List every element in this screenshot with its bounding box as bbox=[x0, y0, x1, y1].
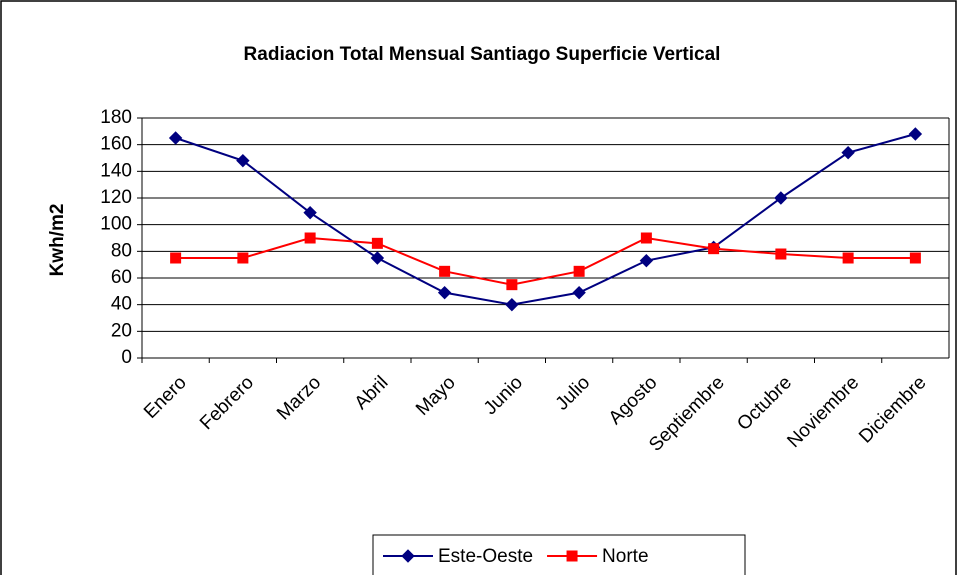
y-tick-label: 120 bbox=[100, 187, 132, 208]
y-tick-label: 40 bbox=[111, 294, 132, 315]
y-tick-label: 60 bbox=[111, 267, 132, 288]
data-point bbox=[908, 127, 923, 141]
data-point bbox=[909, 252, 921, 264]
y-tick-label: 0 bbox=[121, 347, 132, 368]
legend-label: Este-Oeste bbox=[438, 546, 533, 567]
y-tick-label: 140 bbox=[100, 160, 132, 181]
legend: Este-Oeste Norte bbox=[372, 534, 746, 575]
y-tick-label: 80 bbox=[111, 240, 132, 261]
data-point bbox=[437, 285, 452, 300]
y-tick-label: 180 bbox=[100, 107, 132, 128]
data-point bbox=[505, 297, 519, 312]
data-point bbox=[304, 232, 316, 244]
data-point bbox=[168, 131, 183, 145]
data-point bbox=[572, 285, 586, 300]
data-point bbox=[842, 252, 854, 264]
series-line bbox=[175, 236, 916, 286]
data-point bbox=[371, 237, 383, 249]
data-point bbox=[775, 248, 787, 260]
data-point bbox=[237, 252, 249, 264]
data-point bbox=[640, 232, 652, 244]
legend-marker bbox=[566, 550, 578, 562]
y-tick-label: 20 bbox=[111, 320, 132, 341]
y-tick-label: 100 bbox=[100, 214, 132, 235]
data-point bbox=[774, 191, 788, 205]
data-point bbox=[573, 265, 585, 277]
chart-title: Radiacion Total Mensual Santiago Superfi… bbox=[244, 44, 721, 65]
data-point bbox=[370, 251, 385, 265]
data-point bbox=[506, 279, 518, 291]
legend-label: Norte bbox=[602, 546, 648, 567]
data-point bbox=[708, 243, 720, 255]
data-point bbox=[439, 265, 451, 277]
legend-marker bbox=[401, 549, 415, 563]
data-point bbox=[236, 153, 250, 168]
series-line bbox=[175, 133, 916, 306]
data-point bbox=[303, 205, 317, 220]
y-tick-label: 160 bbox=[100, 134, 132, 155]
data-point bbox=[170, 252, 182, 264]
data-point bbox=[841, 145, 855, 160]
y-axis-label: Kwh/m2 bbox=[47, 204, 68, 277]
data-point bbox=[639, 253, 654, 268]
